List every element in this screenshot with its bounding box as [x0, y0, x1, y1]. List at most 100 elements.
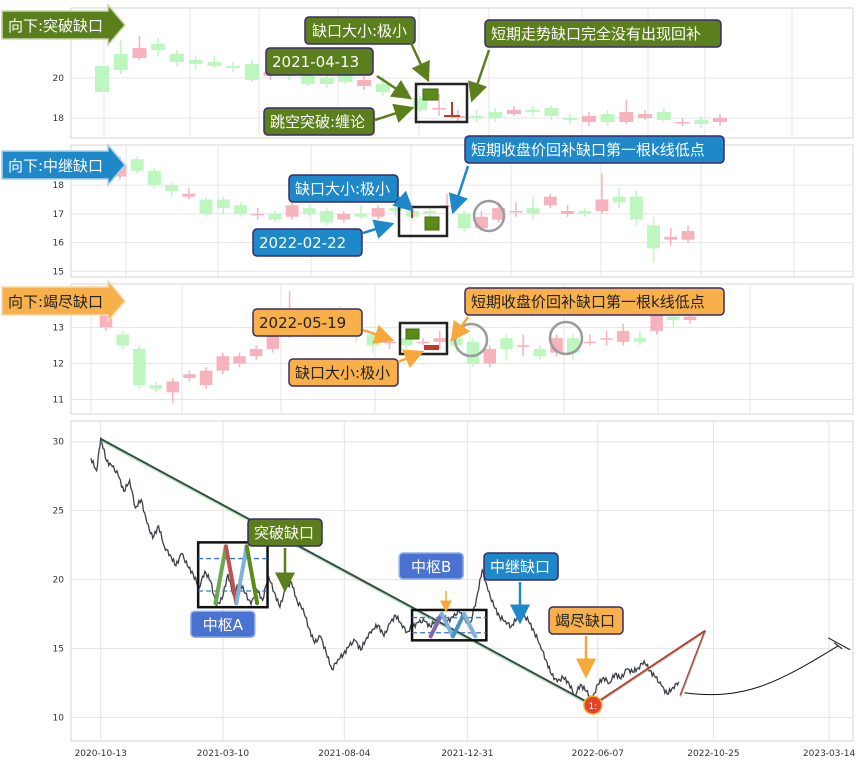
- top-size-label: 缺口大小:极小: [312, 22, 407, 40]
- gap-box-top: [414, 82, 469, 124]
- candle-body: [147, 170, 161, 186]
- trend-line: [679, 630, 707, 696]
- relay-gap-badge: 中继缺口: [483, 552, 559, 581]
- y-tick-label: 16: [53, 239, 65, 249]
- candle-body: [638, 114, 653, 118]
- candle-body: [612, 196, 626, 203]
- y-tick-label: 20: [53, 74, 65, 84]
- gap-candle-up-lower: [424, 345, 439, 350]
- y-tick-label: 18: [53, 114, 65, 124]
- candle-body: [543, 196, 557, 206]
- y-tick-label: 20: [53, 576, 65, 586]
- trend-line: [100, 438, 594, 707]
- center-zigzag: [223, 544, 239, 606]
- candle-body: [249, 349, 263, 357]
- projection-tick: [833, 642, 843, 650]
- candle-body: [207, 62, 222, 66]
- candle-body: [151, 44, 166, 50]
- candle-body: [416, 341, 430, 344]
- middle-note-badge: 短期收盘价回补缺口第一根k线低点: [464, 135, 725, 164]
- candle-body: [320, 211, 333, 223]
- candle-body: [509, 211, 523, 213]
- candle-body: [244, 64, 259, 80]
- y-tick-label: 10: [53, 714, 65, 724]
- y-tick-label: 17: [53, 210, 64, 220]
- middle-date-label: 2022-02-22: [259, 234, 346, 252]
- candle-body: [683, 316, 697, 321]
- panel-middle-frame: [70, 144, 854, 278]
- candle-body: [469, 116, 484, 118]
- lower-arrow-date: [362, 324, 395, 344]
- top-size-badge: 缺口大小:极小: [304, 16, 416, 45]
- top-arrow-size: [409, 42, 430, 83]
- candle-body: [199, 199, 213, 214]
- candle-body: [506, 110, 522, 114]
- gap-candle-down-top: [422, 88, 439, 101]
- candle-body: [595, 199, 609, 211]
- candle-body: [319, 78, 334, 84]
- candle-body: [94, 66, 110, 92]
- middle-size-label: 缺口大小:极小: [295, 180, 390, 198]
- relay-gap-label: 中继缺口: [490, 558, 550, 576]
- trend-line: [592, 629, 706, 706]
- x-tick-label: 2021-03-10: [197, 749, 250, 759]
- exhaustion-gap-label: 竭尽缺口: [555, 612, 615, 630]
- panel-top-title-badge: 向下:突破缺口: [1, 2, 126, 48]
- lower-arrow-size: [397, 349, 425, 368]
- candle-body: [629, 196, 643, 220]
- candle-body: [578, 211, 592, 214]
- center-zigzag: [462, 611, 478, 639]
- lower-arrow-note: [450, 316, 471, 343]
- candle-body: [357, 80, 372, 86]
- top-type-badge: 跳空突破:缠论: [263, 107, 375, 136]
- exhaustion-gap-badge: 竭尽缺口: [548, 606, 624, 635]
- candle-body: [165, 185, 179, 191]
- bottom-chart-layer: 2020-10-13 2021-03-10 2021-08-04 2021-12-31…: [53, 421, 855, 759]
- y-tick-label: 11: [53, 396, 64, 406]
- lower-date-badge: 2022-05-19: [252, 308, 363, 337]
- candle-body: [183, 374, 196, 378]
- middle-size-badge: 缺口大小:极小: [288, 174, 399, 203]
- candle-body: [130, 159, 144, 171]
- center-label-badge: [190, 610, 256, 638]
- candle-body: [681, 231, 695, 240]
- y-tick-label: 30: [53, 438, 65, 448]
- price-line: [90, 437, 680, 702]
- middle-arrow-size: [392, 190, 414, 212]
- candle-body: [525, 110, 540, 112]
- gap-box-middle: [397, 205, 449, 238]
- candle-body: [133, 349, 146, 386]
- candle-body: [226, 66, 241, 68]
- candle-body: [600, 338, 613, 340]
- top-arrow-date: [376, 74, 413, 100]
- center-box: [196, 541, 269, 609]
- candle-body: [581, 116, 596, 122]
- candle-body: [483, 349, 497, 364]
- candle-body: [650, 312, 663, 331]
- top-arrow-type: [374, 103, 415, 123]
- middle-arrow-date: [362, 219, 395, 239]
- panel-middle-title-badge: 向下:中继缺口: [1, 142, 126, 188]
- panel-lower-title: 向下:竭尽缺口: [8, 293, 103, 311]
- candle-body: [375, 84, 390, 92]
- candle-body: [354, 213, 368, 217]
- top-date-badge: 2021-04-13: [265, 47, 374, 76]
- center-label-badge: [398, 552, 464, 580]
- candle-body: [233, 356, 246, 364]
- trend-line-shadow: [679, 632, 706, 698]
- candle-body: [544, 108, 559, 116]
- x-tick-label: 2021-12-31: [441, 749, 493, 759]
- candle-body: [563, 118, 578, 120]
- candle-body: [619, 112, 634, 122]
- candle-body: [188, 60, 203, 64]
- candle-body: [500, 338, 513, 349]
- y-tick-label: 15: [53, 267, 64, 277]
- candle-body: [423, 211, 437, 214]
- candle-body: [149, 385, 163, 389]
- y-tick-label: 25: [53, 507, 64, 517]
- center-label: 中枢B: [411, 558, 451, 576]
- top-date-label: 2021-04-13: [272, 53, 359, 71]
- candle-body: [199, 370, 213, 386]
- candle-body: [561, 211, 574, 214]
